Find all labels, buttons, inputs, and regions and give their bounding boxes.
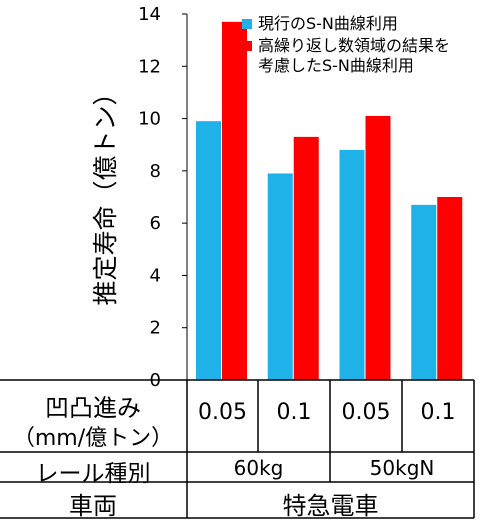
bars-group [196,21,463,380]
category-label-1: 0.05 [198,400,247,425]
y-axis-label: 推定寿命（億トン） [91,80,120,306]
category-label-2: 0.1 [276,400,312,425]
bar-s2-c1 [222,21,247,380]
bar-s1-c2 [267,173,293,380]
bar-s2-c2 [293,136,319,380]
table-lines [0,379,475,519]
legend-item-high-cycle: 高繰り返し数領域の結果を考慮したS-N曲線利用 [242,36,460,76]
rail-type-50kgn: 50kgN [369,456,435,480]
legend-item-current: 現行のS-N曲線利用 [242,14,460,34]
legend-swatch-high-cycle [242,41,252,51]
y-tick-label-10: 10 [138,109,161,130]
bar-s1-c1 [196,121,221,380]
y-tick-label-2: 2 [150,318,161,339]
row1-label-line1: 凹凸進み [45,394,141,422]
y-tick-label-14: 14 [138,4,161,25]
legend: 現行のS-N曲線利用 高繰り返し数領域の結果を考慮したS-N曲線利用 [242,14,460,78]
y-tick-label-6: 6 [150,213,161,234]
row3-label: 車両 [69,492,117,520]
y-tick-label-12: 12 [138,56,161,77]
bar-s1-c4 [411,204,437,380]
legend-swatch-current [242,19,252,29]
vehicle-value: 特急電車 [282,492,379,520]
row2-label: レール種別 [35,461,151,487]
legend-label-high-cycle: 高繰り返し数領域の結果を考慮したS-N曲線利用 [258,36,451,75]
row1-label-line2: （mm/億トン） [12,426,174,451]
category-label-3: 0.05 [341,400,391,425]
bar-s1-c3 [339,149,365,380]
legend-label-current: 現行のS-N曲線利用 [258,14,398,33]
bar-s2-c3 [365,115,391,380]
rail-type-60kg: 60kg [233,456,284,480]
y-tick-label-8: 8 [150,161,161,182]
bar-s2-c4 [437,197,463,380]
y-tick-label-4: 4 [150,265,161,286]
category-label-4: 0.1 [420,400,456,425]
